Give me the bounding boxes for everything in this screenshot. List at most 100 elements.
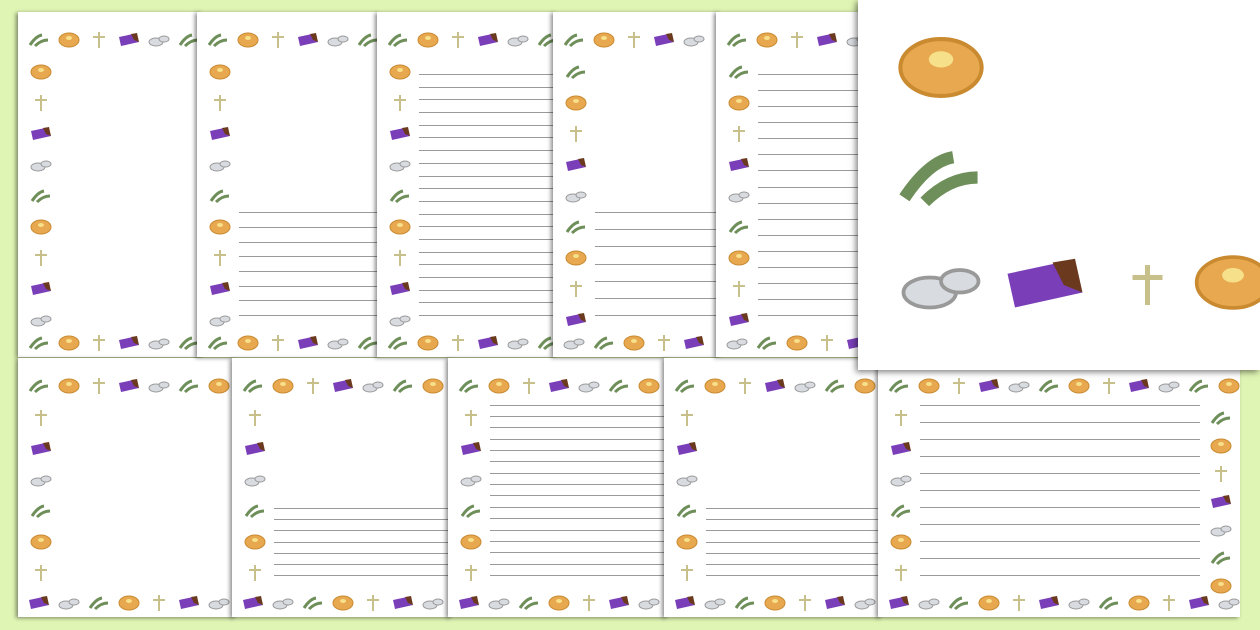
pancake-icon <box>30 534 52 550</box>
pancake-icon <box>548 595 570 611</box>
border-page[interactable] <box>448 358 668 617</box>
coins-icon <box>327 335 349 351</box>
writing-line <box>419 74 557 76</box>
pancake-icon <box>208 378 230 394</box>
coins-icon <box>896 255 986 320</box>
chocolate-icon <box>389 126 411 142</box>
palm-icon <box>207 335 229 351</box>
palm-icon <box>593 335 615 351</box>
palm-icon <box>88 595 110 611</box>
writing-line <box>920 540 1200 542</box>
border-page[interactable] <box>18 12 203 357</box>
border-page[interactable] <box>18 358 236 617</box>
coins-icon <box>726 335 748 351</box>
writing-line <box>706 563 882 565</box>
palm-icon <box>1210 550 1232 566</box>
pancake-icon <box>918 378 940 394</box>
writing-line <box>595 229 721 231</box>
cross-icon <box>30 410 52 426</box>
chocolate-icon <box>477 335 499 351</box>
palm-icon <box>357 335 379 351</box>
pancake-icon <box>389 219 411 235</box>
cross-icon <box>148 595 170 611</box>
writing-line <box>419 175 557 177</box>
cross-icon <box>890 410 912 426</box>
palm-icon <box>387 335 409 351</box>
cross-icon <box>362 595 384 611</box>
chocolate-icon <box>1128 378 1150 394</box>
pancake-icon <box>417 335 439 351</box>
palm-icon <box>207 32 229 48</box>
coins-icon <box>488 595 510 611</box>
palm-icon <box>565 219 587 235</box>
coins-icon <box>507 32 529 48</box>
coins-icon <box>422 595 444 611</box>
palm-icon <box>244 503 266 519</box>
border-page[interactable] <box>716 12 866 357</box>
coins-icon <box>327 32 349 48</box>
chocolate-icon <box>824 595 846 611</box>
pancake-icon <box>58 335 80 351</box>
border-page[interactable] <box>878 358 1240 617</box>
pancake-icon <box>389 64 411 80</box>
writing-line <box>419 99 557 101</box>
writing-line <box>758 170 866 172</box>
writing-line <box>595 297 721 299</box>
pancake-icon <box>854 378 876 394</box>
chocolate-icon <box>653 32 675 48</box>
pancake-icon <box>1068 378 1090 394</box>
writing-line <box>706 575 882 576</box>
palm-icon <box>888 378 910 394</box>
writing-line <box>419 251 557 253</box>
cross-icon <box>890 565 912 581</box>
chocolate-icon <box>888 595 910 611</box>
pancake-icon <box>565 95 587 111</box>
palm-icon <box>458 378 480 394</box>
pancake-icon <box>593 32 615 48</box>
writing-line <box>419 150 557 152</box>
border-page[interactable] <box>664 358 882 617</box>
border-page[interactable] <box>232 358 452 617</box>
chocolate-icon <box>244 441 266 457</box>
palm-icon <box>824 378 846 394</box>
chocolate-icon <box>392 595 414 611</box>
border-page[interactable] <box>377 12 557 357</box>
writing-line <box>595 246 721 248</box>
writing-line <box>758 266 866 268</box>
writing-line <box>758 186 866 188</box>
cross-icon <box>460 410 482 426</box>
pancake-icon <box>978 595 1000 611</box>
border-page[interactable] <box>197 12 380 357</box>
pancake-icon <box>786 335 808 351</box>
writing-line <box>274 541 452 543</box>
cross-icon <box>30 95 52 111</box>
pancake-icon <box>1210 578 1232 594</box>
writing-line <box>595 315 721 316</box>
coins-icon <box>1158 378 1180 394</box>
cross-icon <box>734 378 756 394</box>
chocolate-icon <box>728 312 750 328</box>
cross-icon <box>578 595 600 611</box>
chocolate-icon <box>209 126 231 142</box>
writing-line <box>758 122 866 124</box>
coins-icon <box>507 335 529 351</box>
writing-line <box>490 575 668 576</box>
writing-line <box>920 404 1200 406</box>
writing-line <box>920 557 1200 559</box>
writing-line <box>239 226 380 228</box>
chocolate-icon <box>548 378 570 394</box>
coins-icon <box>1068 595 1090 611</box>
cross-icon <box>728 126 750 142</box>
coins-icon <box>209 157 231 173</box>
chocolate-icon <box>28 595 50 611</box>
writing-line <box>419 188 557 190</box>
writing-line <box>758 202 866 204</box>
cross-icon <box>676 410 698 426</box>
border-page[interactable] <box>553 12 721 357</box>
pancake-icon <box>896 35 986 105</box>
zoomed-border-detail <box>858 0 1260 370</box>
palm-icon <box>674 378 696 394</box>
cross-icon <box>447 32 469 48</box>
cross-icon <box>623 32 645 48</box>
coins-icon <box>148 335 170 351</box>
